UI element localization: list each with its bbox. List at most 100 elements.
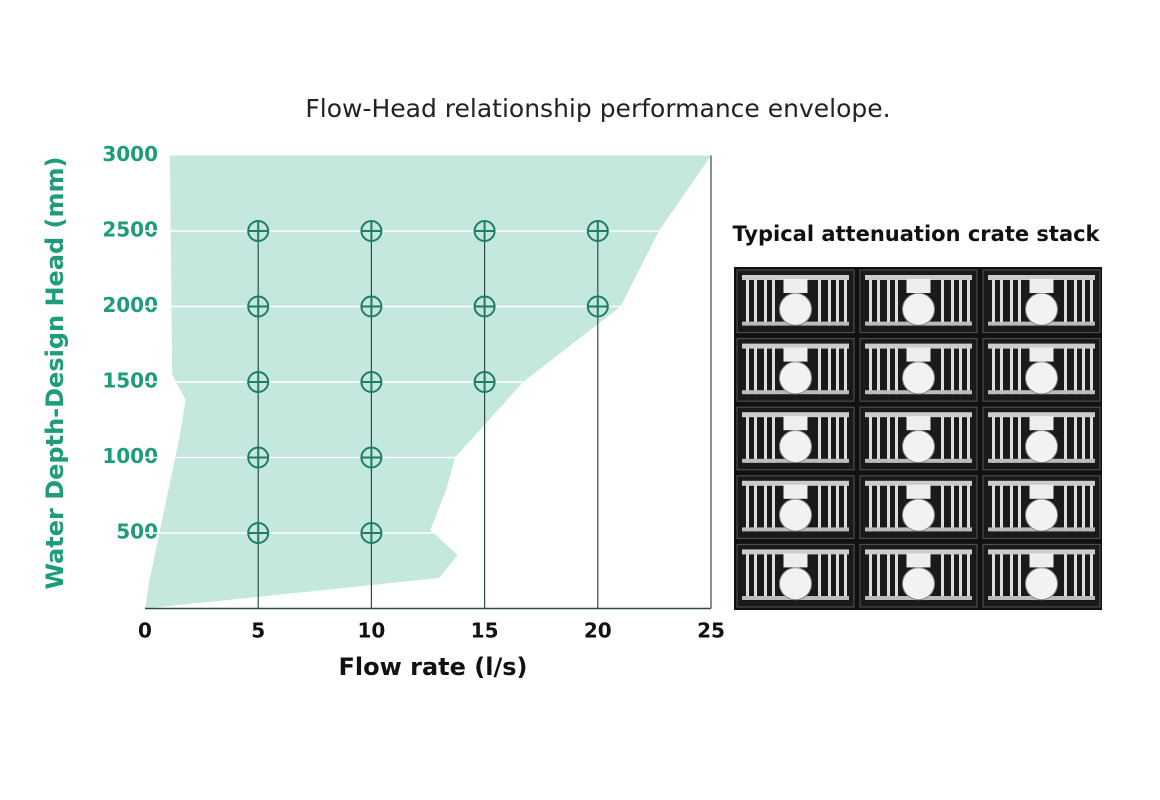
data-point [247,295,270,318]
crate-slot [764,551,767,600]
crate-band [742,480,849,486]
crate-slot [1074,345,1077,395]
crate-port [902,292,935,326]
crate-slot [836,277,839,326]
crate-slot [754,277,757,326]
crate-slot [844,277,847,326]
crate-slot [887,277,890,326]
crate-slot [1064,277,1067,326]
crate-slot [869,551,872,600]
crate-band [988,480,1095,486]
crate-port-top [906,279,931,293]
data-point [360,522,383,544]
crate-slot [887,482,890,532]
crate-slot [1082,551,1085,600]
crate-slot [746,551,749,600]
crate-slot [844,345,847,395]
crate-port [1025,498,1058,532]
crate-slot [887,414,890,463]
crate-band [988,343,1095,349]
crate-slot [895,551,898,600]
crate-port [902,430,935,463]
crate-slot [772,482,775,532]
crate-port-top [1029,279,1054,293]
crate-slot [1082,414,1085,463]
crate-slot [1074,482,1077,532]
data-point [247,446,270,469]
crate-slot [895,414,898,463]
crate-slot [992,482,995,532]
y-tick-label: 2500 [102,218,158,242]
crate-slot [941,414,944,463]
crate-port [1025,361,1058,395]
crate-band [988,549,1095,555]
crate-band [865,412,972,418]
crate-slot [869,345,872,395]
crate-slot [1090,277,1093,326]
crate-slot [1018,345,1021,395]
crate-slot [967,551,970,600]
crate-slot [941,551,944,600]
y-tick-label: 500 [116,520,158,544]
crate-slot [1090,551,1093,600]
data-point [247,371,270,393]
crate-slot [959,414,962,463]
crate-port-top [1029,553,1054,568]
crate-slot [1064,482,1067,532]
crate-slot [1074,277,1077,326]
crate-port-top [1029,484,1054,499]
crate-band [865,275,972,280]
data-point [586,295,609,318]
crate-slot [764,277,767,326]
crate-slot [1090,345,1093,395]
x-axis-label: Flow rate (l/s) [339,653,528,681]
crate-slot [754,482,757,532]
crate-slot [754,414,757,463]
crate-slot [877,482,880,532]
crate-slot [1074,551,1077,600]
crate-slot [1010,277,1013,326]
crate-slot [1000,482,1003,532]
data-point [360,220,383,242]
crate-port [902,567,935,601]
crate-slot [836,345,839,395]
y-tick-label: 1000 [102,444,158,468]
crate-port-top [783,416,808,431]
crate-band [742,275,849,280]
crate-slot [844,551,847,600]
crate-slot [895,345,898,395]
crate-slot [754,345,757,395]
crate-slot [1074,414,1077,463]
crate-slot [967,482,970,532]
crate-slot [828,345,831,395]
crate-slot [772,345,775,395]
crate-slot [869,482,872,532]
crate-stack-image [734,267,1102,610]
crate-slot [844,414,847,463]
x-tick-label: 25 [697,619,725,643]
crate-port [779,567,812,601]
data-point [586,220,609,242]
crate-port [779,361,812,395]
crate-slot [1000,277,1003,326]
crate-slot [1064,414,1067,463]
crate-band [988,275,1095,280]
crate-slot [764,482,767,532]
crate-slot [895,482,898,532]
crate-slot [836,482,839,532]
crate-slot [951,414,954,463]
crate-port-top [783,484,808,499]
crate-slot [1000,551,1003,600]
crate-slot [951,345,954,395]
crate-slot [1090,482,1093,532]
crate-port-top [1029,416,1054,431]
crate-slot [967,277,970,326]
data-point [360,446,383,469]
data-point [360,295,383,318]
data-point [473,220,496,242]
crate-slot [1090,414,1093,463]
crate-slot [1064,345,1067,395]
crate-slot [746,345,749,395]
crate-port [1025,292,1058,326]
